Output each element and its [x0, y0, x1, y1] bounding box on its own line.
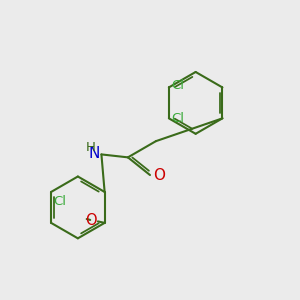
Text: Cl: Cl: [171, 80, 184, 92]
Text: H: H: [85, 141, 95, 154]
Text: N: N: [88, 146, 100, 161]
Text: Cl: Cl: [53, 196, 66, 208]
Text: O: O: [153, 167, 165, 182]
Text: Cl: Cl: [171, 112, 184, 125]
Text: O: O: [85, 213, 97, 228]
